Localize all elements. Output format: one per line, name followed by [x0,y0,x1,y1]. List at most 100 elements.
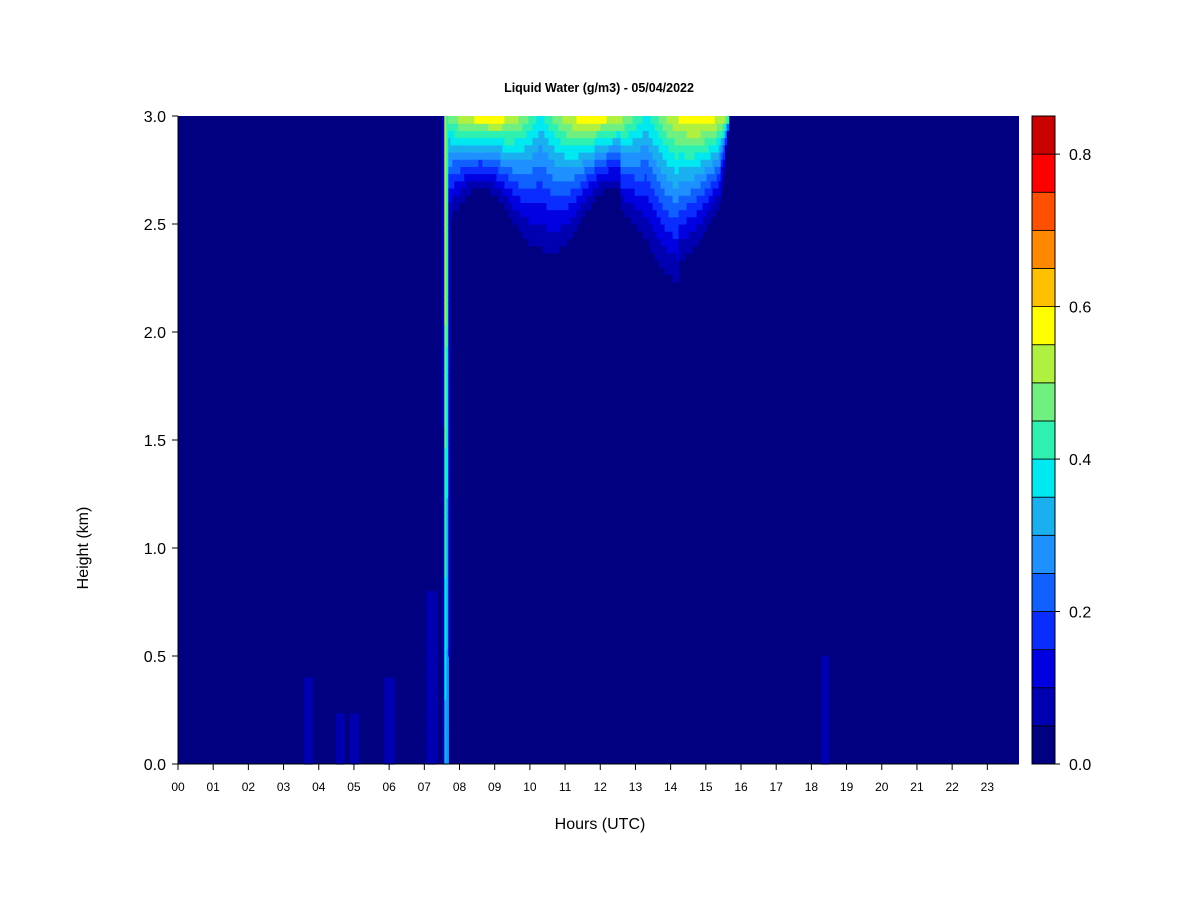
heatmap-cell [702,144,706,153]
heatmap-cell [674,116,678,124]
heatmap-cell [652,238,656,247]
heatmap-cell [582,195,586,203]
heatmap-cell [428,735,431,743]
heatmap-cell [306,735,309,743]
heatmap-cell [658,159,662,167]
heatmap-cell [552,224,556,232]
heatmap-cell [578,116,582,124]
heatmap-cell [544,152,548,160]
heatmap-cell [442,418,445,427]
heatmap-cell [560,123,564,131]
heatmap-cell [612,123,616,131]
heatmap-cell [568,159,572,167]
heatmap-cell [516,216,520,225]
heatmap-cell [720,137,724,146]
heatmap-cell [468,180,471,189]
heatmap-cell [502,152,505,160]
heatmap-cell [432,591,435,599]
heatmap-cell [550,209,554,218]
heatmap-cell [720,173,724,182]
heatmap-cell [710,116,714,124]
heatmap-cell [434,756,437,765]
x-tick-label: 00 [171,780,185,794]
heatmap-cell [426,670,429,679]
heatmap-cell [522,188,526,196]
heatmap-cell [694,216,698,225]
heatmap-cell [384,720,387,729]
heatmap-cell [580,173,584,182]
heatmap-cell [542,224,546,232]
heatmap-cell [444,447,447,455]
heatmap-cell [390,749,393,758]
heatmap-cell [454,116,457,124]
heatmap-cell [564,144,568,153]
heatmap-cell [682,173,686,182]
heatmap-cell [464,116,467,124]
heatmap-cell [658,130,662,139]
heatmap-cell [664,195,668,203]
heatmap-cell [646,216,650,225]
heatmap-cell [548,152,552,160]
heatmap-cell [504,130,507,139]
heatmap-cell [624,180,628,189]
heatmap-cell [518,195,522,203]
heatmap-cell [444,382,447,391]
heatmap-cell [820,720,824,729]
heatmap-cell [430,605,433,614]
heatmap-cell [544,188,548,196]
y-tick-label: 3.0 [144,109,166,126]
heatmap-cell [550,180,554,189]
heatmap-cell [664,252,668,261]
heatmap-cell [686,224,690,232]
heatmap-cell [446,317,449,326]
heatmap-cell [674,260,678,268]
heatmap-cell [450,188,453,196]
heatmap-cell [442,468,445,477]
heatmap-cell [546,231,550,239]
heatmap-cell [658,173,662,182]
heatmap-cell [694,231,698,239]
heatmap-cell [426,598,429,607]
heatmap-cell [304,735,307,743]
heatmap-cell [664,137,668,146]
heatmap-cell [442,440,445,448]
heatmap-cell [560,173,564,182]
heatmap-cell [480,166,483,175]
heatmap-cell [476,137,479,146]
heatmap-cell [528,159,532,167]
heatmap-cell [682,231,686,239]
heatmap-cell [308,756,311,765]
colorbar-segment [1031,534,1056,574]
heatmap-cell [480,137,483,146]
heatmap-cell [676,216,680,225]
heatmap-cell [464,144,467,153]
heatmap-cell [678,144,682,153]
heatmap-cell [444,720,447,729]
heatmap-cell [434,641,437,650]
heatmap-cell [826,749,830,758]
heatmap-cell [590,166,594,175]
heatmap-cell [606,130,610,139]
heatmap-cell [576,123,580,131]
heatmap-cell [596,159,600,167]
heatmap-cell [514,159,518,167]
heatmap-cell [446,353,449,362]
heatmap-cell [350,756,353,765]
heatmap-cell [432,720,435,729]
heatmap-cell [446,634,449,643]
heatmap-cell [456,180,459,189]
y-tick-label: 2.0 [144,325,166,342]
heatmap-cell [678,130,682,139]
heatmap-cell [660,188,664,196]
heatmap-cell [432,605,435,614]
heatmap-cell [442,461,445,470]
heatmap-cell [490,123,493,131]
heatmap-cell [446,454,449,463]
heatmap-cell [634,123,638,131]
heatmap-cell [698,216,702,225]
heatmap-cell [564,130,568,139]
heatmap-cell [596,144,600,153]
heatmap-cell [442,634,445,643]
heatmap-cell [704,209,708,218]
heatmap-cell [658,188,662,196]
